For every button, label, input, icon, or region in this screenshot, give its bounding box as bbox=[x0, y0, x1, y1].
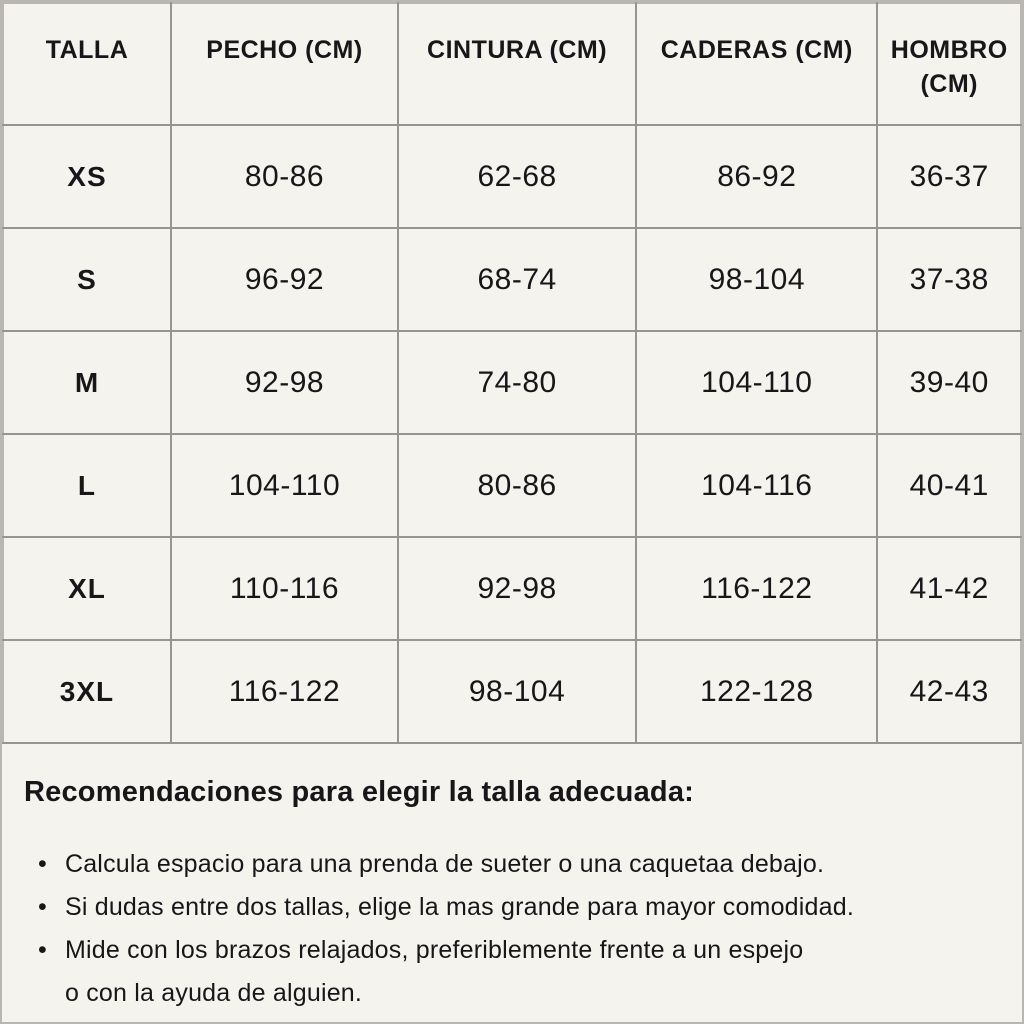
pecho-value: 110-116 bbox=[169, 536, 399, 641]
hombro-value: 37-38 bbox=[876, 227, 1022, 332]
pecho-value: 104-110 bbox=[169, 433, 399, 538]
cintura-value: 80-86 bbox=[396, 433, 638, 538]
header-row: TALLA PECHO (CM) CINTURA (CM) CADERAS (C… bbox=[2, 2, 1022, 126]
cintura-value: 74-80 bbox=[396, 330, 638, 435]
caderas-value: 122-128 bbox=[635, 639, 879, 744]
hombro-value: 39-40 bbox=[876, 330, 1022, 435]
size-label: 3XL bbox=[2, 639, 172, 744]
size-label: M bbox=[2, 330, 172, 435]
table-row: S 96-92 68-74 98-104 37-38 bbox=[2, 227, 1022, 332]
table-row: 3XL 116-122 98-104 122-128 42-43 bbox=[2, 639, 1022, 744]
bullet-icon: • bbox=[38, 893, 47, 921]
list-item: • Mide con los brazos relajados, preferi… bbox=[24, 929, 998, 1015]
caderas-value: 86-92 bbox=[635, 124, 879, 229]
size-label: S bbox=[2, 227, 172, 332]
col-header-cintura: CINTURA (CM) bbox=[396, 2, 638, 126]
cintura-value: 98-104 bbox=[396, 639, 638, 744]
cintura-value: 68-74 bbox=[396, 227, 638, 332]
size-label: XL bbox=[2, 536, 172, 641]
recommendations-title: Recomendaciones para elegir la talla ade… bbox=[24, 776, 695, 808]
table-row: XS 80-86 62-68 86-92 36-37 bbox=[2, 124, 1022, 229]
cintura-value: 92-98 bbox=[396, 536, 638, 641]
col-header-hombro: HOMBRO (CM) bbox=[876, 2, 1022, 126]
recommendations-list: • Calcula espacio para una prenda de sue… bbox=[24, 843, 998, 1015]
recommendation-text: Mide con los brazos relajados, preferibl… bbox=[64, 936, 804, 1007]
pecho-value: 92-98 bbox=[169, 330, 399, 435]
table-row: M 92-98 74-80 104-110 39-40 bbox=[2, 330, 1022, 435]
pecho-value: 80-86 bbox=[169, 124, 399, 229]
caderas-value: 98-104 bbox=[635, 227, 879, 332]
hombro-value: 36-37 bbox=[876, 124, 1022, 229]
pecho-value: 116-122 bbox=[169, 639, 399, 744]
col-header-talla: TALLA bbox=[2, 2, 172, 126]
size-label: XS bbox=[2, 124, 172, 229]
list-item: • Si dudas entre dos tallas, elige la ma… bbox=[24, 886, 998, 929]
size-table-header: TALLA PECHO (CM) CINTURA (CM) CADERAS (C… bbox=[2, 2, 1022, 126]
size-table: TALLA PECHO (CM) CINTURA (CM) CADERAS (C… bbox=[2, 2, 1022, 744]
bullet-icon: • bbox=[38, 850, 47, 878]
size-label: L bbox=[2, 433, 172, 538]
hombro-value: 42-43 bbox=[876, 639, 1022, 744]
caderas-value: 104-116 bbox=[635, 433, 879, 538]
bullet-icon: • bbox=[38, 936, 47, 964]
hombro-value: 41-42 bbox=[876, 536, 1022, 641]
col-header-pecho: PECHO (CM) bbox=[169, 2, 399, 126]
size-table-body: XS 80-86 62-68 86-92 36-37 S 96-92 68-74… bbox=[2, 124, 1022, 744]
list-item: • Calcula espacio para una prenda de sue… bbox=[24, 843, 998, 886]
pecho-value: 96-92 bbox=[169, 227, 399, 332]
recommendations-section: Recomendaciones para elegir la talla ade… bbox=[2, 744, 1022, 1022]
caderas-value: 116-122 bbox=[635, 536, 879, 641]
recommendation-text: Calcula espacio para una prenda de suete… bbox=[64, 850, 825, 878]
recommendation-text: Si dudas entre dos tallas, elige la mas … bbox=[64, 893, 854, 921]
cintura-value: 62-68 bbox=[396, 124, 638, 229]
col-header-caderas: CADERAS (CM) bbox=[635, 2, 879, 126]
caderas-value: 104-110 bbox=[635, 330, 879, 435]
table-row: XL 110-116 92-98 116-122 41-42 bbox=[2, 536, 1022, 641]
hombro-value: 40-41 bbox=[876, 433, 1022, 538]
table-row: L 104-110 80-86 104-116 40-41 bbox=[2, 433, 1022, 538]
